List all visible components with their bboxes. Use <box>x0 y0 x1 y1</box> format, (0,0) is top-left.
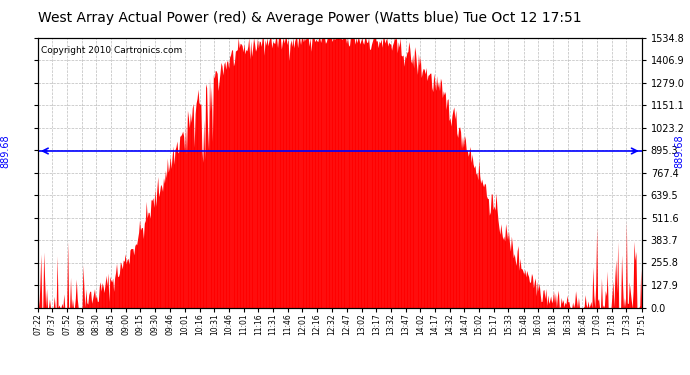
Text: West Array Actual Power (red) & Average Power (Watts blue) Tue Oct 12 17:51: West Array Actual Power (red) & Average … <box>38 11 582 25</box>
Text: 889.68: 889.68 <box>1 134 10 168</box>
Text: 889.68: 889.68 <box>675 134 684 168</box>
Text: Copyright 2010 Cartronics.com: Copyright 2010 Cartronics.com <box>41 46 182 55</box>
